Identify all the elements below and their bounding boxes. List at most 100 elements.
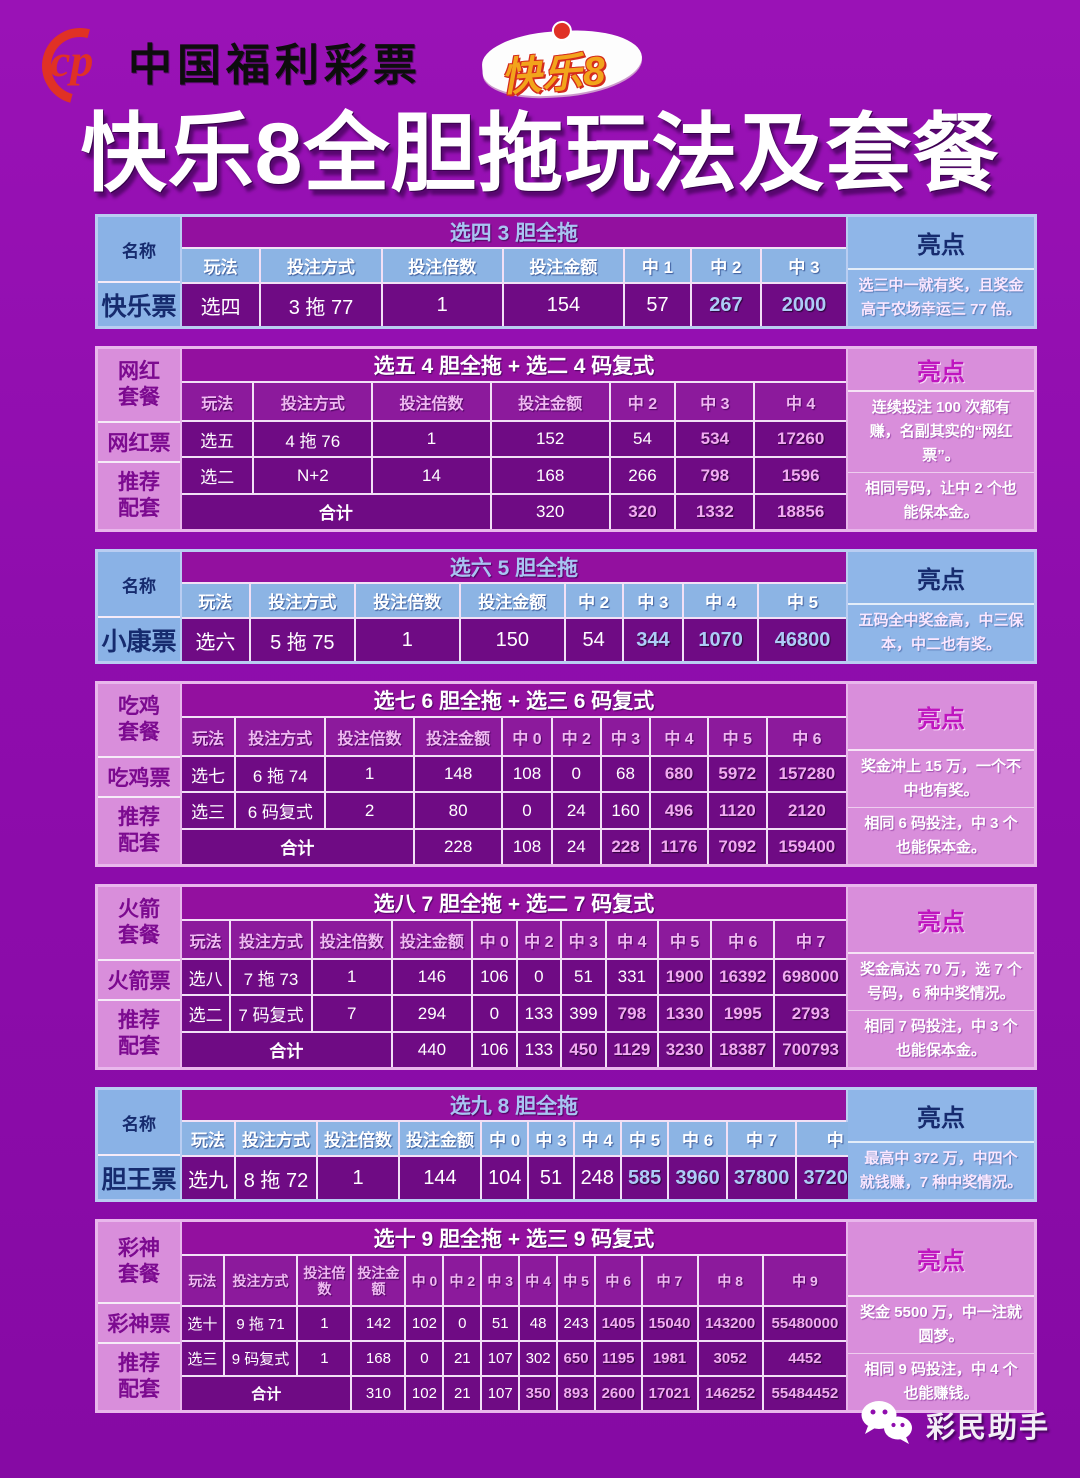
footer: 彩民助手 [858, 1399, 1050, 1450]
data-cell: 1 [380, 282, 503, 326]
table-row: 选三 9 码复式 1 168 0 21 107 302 650 1195 1981 3052 4452 [182, 1340, 846, 1377]
data-cell: 选七 [182, 754, 236, 793]
table-section-chiji: 吃鸡套餐 吃鸡票 推荐配套 选七 6 胆全拖 + 选三 6 码复式 玩法 投注方式 投注倍数… [95, 681, 1037, 867]
data-cell: 148 [412, 754, 503, 793]
highlight-text: 相同 7 码投注，中 3 个也能保本金。 [848, 1010, 1034, 1067]
data-cell: 168 [489, 456, 610, 494]
column-header: 投注方式 [234, 1122, 317, 1156]
data-cell: 1 [316, 1155, 399, 1199]
data-cell: 6 拖 74 [234, 754, 326, 793]
data-cell: 1 [296, 1304, 352, 1342]
left-labels: 名称 胆王票 [98, 1090, 180, 1199]
data-cell: 143200 [696, 1304, 763, 1342]
data-cell: 650 [556, 1340, 595, 1377]
data-cell: 1 [324, 754, 414, 793]
total-label: 合计 [182, 1375, 352, 1410]
total-cell: 320 [608, 492, 676, 529]
column-header: 中 6 [765, 718, 846, 756]
data-cell: 37800 [725, 1155, 797, 1199]
data-cell: 5 拖 75 [248, 617, 355, 661]
table-row: 选八 7 拖 73 1 146 106 0 51 331 1900 16392 698000 [182, 957, 846, 996]
data-cell: 2120 [765, 791, 846, 829]
column-header: 中 4 [682, 584, 759, 618]
package-name: 吃鸡套餐 [98, 684, 180, 758]
data-cell: 154 [501, 282, 625, 326]
table-row: 选五 4 拖 76 1 152 54 534 17260 [182, 419, 846, 458]
highlight-text: 五码全中奖金高，中三保本，中二也有奖。 [858, 612, 1024, 653]
name-label: 名称 [98, 1090, 180, 1156]
column-header: 中 2 [550, 718, 601, 756]
ticket-name: 网红票 [98, 423, 180, 463]
column-header: 中 4 [649, 718, 708, 756]
data-cell: 51 [527, 1155, 574, 1199]
data-cell: 302 [518, 1340, 558, 1377]
column-header: 玩法 [182, 1122, 235, 1156]
name-label: 名称 [98, 217, 180, 283]
data-cell: 7 [310, 994, 392, 1032]
left-labels: 网红套餐 网红票 推荐配套 [98, 349, 180, 529]
column-header: 中 3 [759, 249, 846, 283]
column-header: 投注金额 [398, 1122, 481, 1156]
data-cell: 3052 [696, 1340, 763, 1377]
data-cell: 243 [556, 1304, 595, 1342]
column-header: 投注方式 [248, 584, 355, 618]
total-cell: 1332 [674, 492, 755, 529]
recommend-label: 推荐配套 [98, 798, 180, 864]
column-header: 中 5 [619, 1122, 669, 1156]
data-cell: 146 [390, 957, 473, 996]
data-cell: 1070 [682, 617, 759, 661]
data-cell: 选八 [182, 957, 231, 996]
brand-name: 中国福利彩票 [128, 41, 422, 90]
column-header: 中 6 [710, 921, 775, 959]
highlight-panel: 亮点 最高中 372 万，中四个就钱赚，7 种中奖情况。 [848, 1090, 1034, 1199]
ticket-name: 火箭票 [98, 961, 180, 1001]
column-header: 中 1 [623, 249, 691, 283]
china-welfare-lottery-logo-icon: cp [28, 14, 132, 118]
column-header: 中 2 [608, 383, 676, 421]
total-cell: 17021 [640, 1375, 698, 1410]
data-cell: 46800 [757, 617, 846, 661]
data-cell: 0 [550, 754, 601, 793]
total-label: 合计 [182, 1030, 392, 1067]
total-cell: 18856 [753, 492, 846, 529]
total-row: 合计 228 108 24 228 1176 7092 159400 [182, 827, 846, 864]
data-cell: 150 [458, 617, 565, 661]
data-cell: 496 [649, 791, 708, 829]
total-cell: 108 [501, 827, 552, 864]
data-cell: 68 [599, 754, 651, 793]
column-header: 投注倍数 [371, 383, 491, 421]
left-labels: 名称 快乐票 [98, 217, 180, 326]
data-cell: 0 [515, 957, 562, 996]
data-cell: 1 [353, 617, 460, 661]
total-label: 合计 [182, 827, 414, 864]
column-header: 投注金额 [412, 718, 503, 756]
data-cell: 55480000 [761, 1304, 846, 1342]
data-cell: 14 [371, 456, 491, 494]
data-cell: 267 [689, 282, 761, 326]
data-cell: 107 [480, 1340, 520, 1377]
data-cell: 2 [324, 791, 414, 829]
highlight-panel: 亮点 奖金冲上 15 万，一个不中也有奖。 相同 6 码投注，中 3 个也能保本金。 [848, 684, 1034, 864]
ticket-name: 快乐票 [98, 283, 180, 326]
total-cell: 2600 [593, 1375, 642, 1410]
highlight-text: 连续投注 100 次都有赚，名副其实的“网红票”。 [869, 399, 1013, 464]
column-header: 中 0 [471, 921, 517, 959]
highlight-text: 相同 9 码投注，中 4 个也能赚钱。 [848, 1353, 1034, 1410]
column-header: 中 6 [667, 1122, 727, 1156]
data-cell: 798 [674, 456, 755, 494]
column-header: 投注金额 [501, 249, 625, 283]
column-header: 投注金额 [350, 1256, 406, 1306]
data-cell: 344 [621, 617, 684, 661]
column-header: 中 3 [560, 921, 606, 959]
cp-logo-letters: cp [50, 35, 94, 86]
column-header: 投注金额 [390, 921, 473, 959]
column-header: 玩法 [182, 718, 236, 756]
column-header: 中 6 [593, 1256, 642, 1306]
highlight-panel: 亮点 五码全中奖金高，中三保本，中二也有奖。 [848, 552, 1034, 661]
